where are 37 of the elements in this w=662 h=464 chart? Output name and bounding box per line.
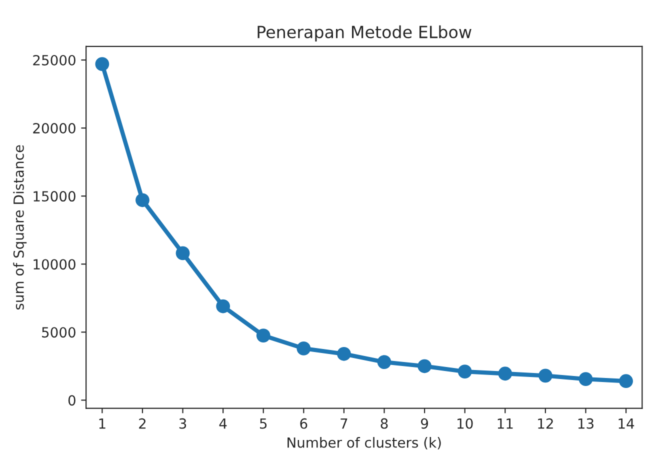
x-axis-title: Number of clusters (k) bbox=[288, 437, 441, 450]
y-tick-label: 0 bbox=[68, 395, 76, 406]
y-tick-label: 5000 bbox=[42, 327, 76, 338]
point bbox=[337, 346, 351, 361]
x-tick-label: 9 bbox=[421, 418, 428, 429]
chart-title: Penerapan Metode ELbow bbox=[258, 25, 472, 42]
x-tick-label: 5 bbox=[260, 418, 267, 429]
point bbox=[136, 193, 150, 208]
x-tick-label: 8 bbox=[380, 418, 388, 429]
y-tick-label: 20000 bbox=[33, 123, 76, 134]
x-tick-label: 6 bbox=[300, 418, 308, 429]
point bbox=[176, 246, 190, 260]
x-tick-label: 2 bbox=[139, 418, 146, 429]
point bbox=[296, 342, 311, 356]
x-tick-label: 10 bbox=[458, 418, 473, 429]
point bbox=[216, 299, 230, 314]
x-tick-label: 3 bbox=[179, 418, 186, 429]
y-tick-label: 10000 bbox=[34, 259, 76, 270]
point bbox=[578, 372, 593, 386]
point bbox=[377, 355, 392, 370]
x-tick-label: 1 bbox=[99, 418, 106, 429]
point bbox=[256, 328, 270, 342]
x-tick-label: 14 bbox=[618, 418, 634, 429]
y-tick-label: 15000 bbox=[34, 191, 76, 202]
x-tick-label: 12 bbox=[538, 418, 553, 429]
y-tick-label: 25000 bbox=[33, 54, 76, 66]
point bbox=[418, 359, 432, 374]
point bbox=[95, 57, 110, 72]
point bbox=[538, 368, 552, 383]
y-axis-title: sum of Square Distance bbox=[13, 145, 27, 310]
x-tick-label: 7 bbox=[340, 418, 348, 429]
point bbox=[498, 366, 512, 381]
x-tick-label: 13 bbox=[578, 418, 594, 429]
point bbox=[619, 374, 633, 388]
point bbox=[458, 364, 472, 379]
x-tick-label: 11 bbox=[498, 418, 513, 429]
x-tick-label: 4 bbox=[219, 418, 227, 429]
